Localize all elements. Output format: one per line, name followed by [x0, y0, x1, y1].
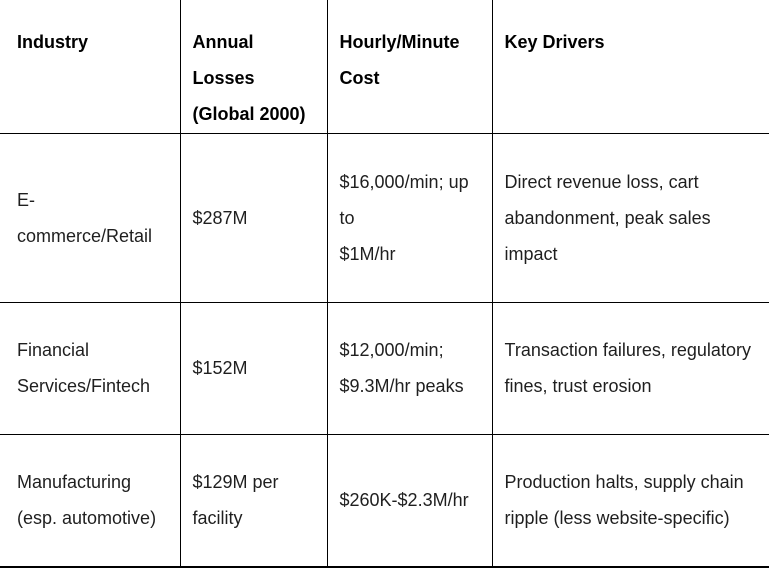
cell-industry: Manufacturing (esp. automotive): [0, 434, 180, 568]
header-cell-hourly-cost: Hourly/Minute Cost: [326, 0, 492, 134]
cell-key-drivers: Direct revenue loss, cart abandonment, p…: [491, 133, 769, 303]
cell-industry: E-commerce/Retail: [0, 133, 180, 303]
cell-hourly-cost: $260K-$2.3M/hr: [326, 434, 492, 568]
cell-annual-losses: $129M per facility: [179, 434, 327, 568]
header-cell-industry: Industry: [0, 0, 180, 134]
cell-key-drivers: Production halts, supply chain ripple (l…: [491, 434, 769, 568]
cell-annual-losses: $152M: [179, 302, 327, 435]
header-cell-annual-losses: Annual Losses (Global 2000): [179, 0, 327, 134]
header-cell-key-drivers: Key Drivers: [491, 0, 769, 134]
cell-hourly-cost: $12,000/min; $9.3M/hr peaks: [326, 302, 492, 435]
cell-key-drivers: Transaction failures, regulatory fines, …: [491, 302, 769, 435]
cell-hourly-cost: $16,000/min; up to $1M/hr: [326, 133, 492, 303]
cell-industry: Financial Services/Fintech: [0, 302, 180, 435]
header-row: Industry Annual Losses (Global 2000) Hou…: [0, 0, 769, 134]
table-row-manufacturing: Manufacturing (esp. automotive) $129M pe…: [0, 434, 769, 568]
table-row-ecommerce-retail: E-commerce/Retail $287M $16,000/min; up …: [0, 133, 769, 303]
cell-annual-losses: $287M: [179, 133, 327, 303]
table-row-financial-services: Financial Services/Fintech $152M $12,000…: [0, 302, 769, 435]
